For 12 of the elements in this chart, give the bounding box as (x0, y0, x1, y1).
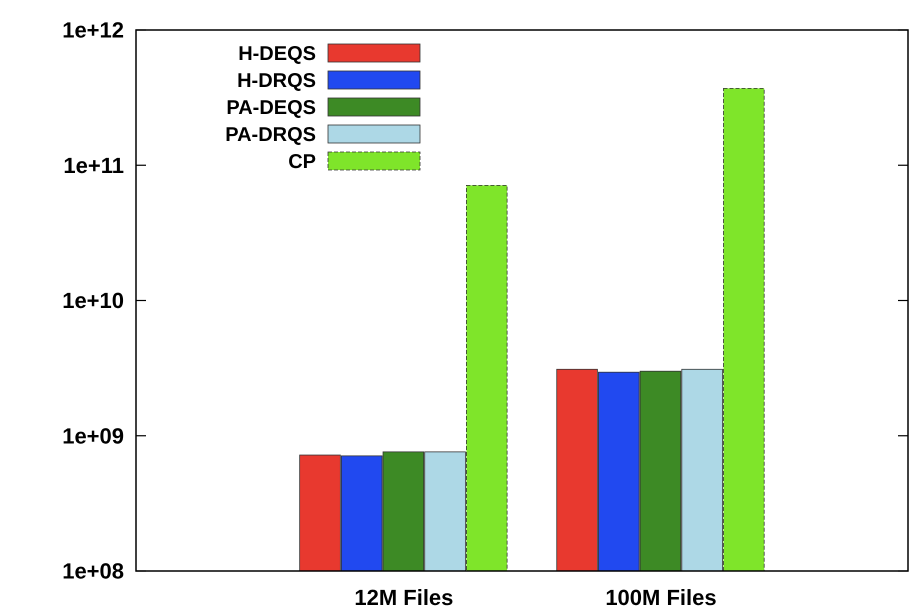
x-tick-label: 100M Files (605, 585, 717, 610)
y-tick-label: 1e+08 (62, 558, 124, 584)
legend-label: CP (288, 151, 316, 173)
y-tick-label: 1e+11 (63, 152, 124, 178)
legend-label: PA-DEQS (226, 97, 316, 119)
legend-label: PA-DRQS (225, 124, 316, 146)
legend-label: H-DRQS (237, 70, 316, 92)
legend-label: H-DEQS (238, 43, 316, 65)
y-tick-label: 1e+12 (62, 18, 124, 43)
y-tick-label: 1e+09 (62, 423, 124, 448)
y-tick-label: 1e+10 (62, 288, 124, 314)
x-tick-label: 12M Files (354, 585, 454, 610)
